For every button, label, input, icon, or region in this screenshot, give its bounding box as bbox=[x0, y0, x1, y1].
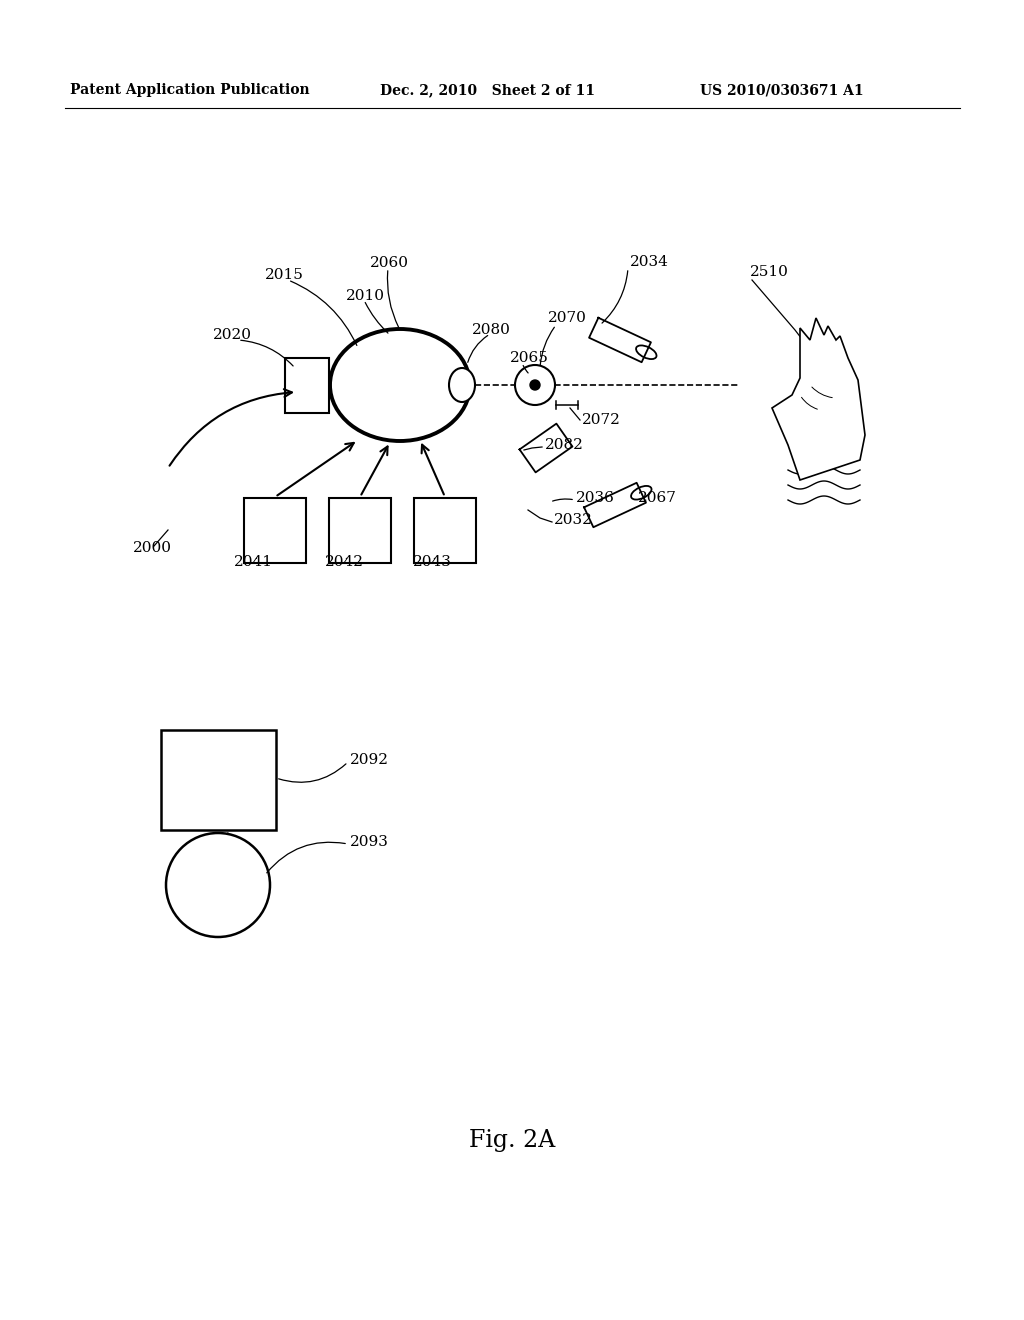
Text: 2043: 2043 bbox=[413, 554, 452, 569]
Text: 2093: 2093 bbox=[350, 836, 389, 849]
Text: 2067: 2067 bbox=[638, 491, 677, 506]
Text: US 2010/0303671 A1: US 2010/0303671 A1 bbox=[700, 83, 863, 96]
Text: 2510: 2510 bbox=[750, 265, 788, 279]
Text: 2070: 2070 bbox=[548, 312, 587, 325]
PathPatch shape bbox=[772, 318, 865, 480]
Text: Dec. 2, 2010   Sheet 2 of 11: Dec. 2, 2010 Sheet 2 of 11 bbox=[380, 83, 595, 96]
Text: 2060: 2060 bbox=[370, 256, 409, 271]
Ellipse shape bbox=[449, 368, 475, 403]
Text: 2020: 2020 bbox=[213, 327, 252, 342]
Ellipse shape bbox=[330, 329, 470, 441]
Text: 2032: 2032 bbox=[554, 513, 593, 527]
Text: 2036: 2036 bbox=[575, 491, 614, 506]
Text: 2000: 2000 bbox=[133, 541, 172, 554]
Circle shape bbox=[166, 833, 270, 937]
Bar bbox=[161, 730, 275, 830]
Text: 2080: 2080 bbox=[472, 323, 511, 337]
Circle shape bbox=[530, 380, 540, 389]
Text: 2010: 2010 bbox=[346, 289, 385, 304]
Bar bbox=[329, 498, 391, 562]
Bar bbox=[414, 498, 476, 562]
Text: 2042: 2042 bbox=[325, 554, 364, 569]
Text: 2065: 2065 bbox=[510, 351, 549, 366]
Text: Fig. 2A: Fig. 2A bbox=[469, 1129, 555, 1151]
Text: 2041: 2041 bbox=[234, 554, 273, 569]
Text: 2034: 2034 bbox=[630, 255, 669, 269]
Text: 2015: 2015 bbox=[265, 268, 304, 282]
Circle shape bbox=[515, 366, 555, 405]
Text: 2082: 2082 bbox=[545, 438, 584, 451]
Text: Patent Application Publication: Patent Application Publication bbox=[70, 83, 309, 96]
Bar bbox=[285, 358, 329, 412]
Text: 2072: 2072 bbox=[582, 413, 621, 426]
Bar bbox=[244, 498, 306, 562]
Text: 2092: 2092 bbox=[350, 752, 389, 767]
